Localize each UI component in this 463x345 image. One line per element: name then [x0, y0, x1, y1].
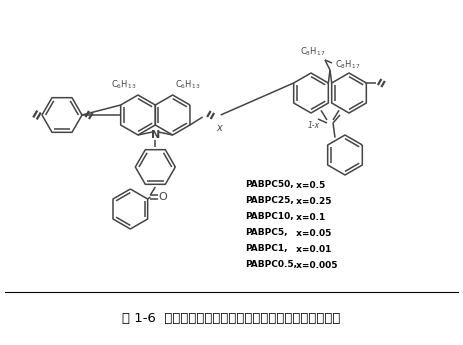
Text: $\mathsf{C_6H_{13}}$: $\mathsf{C_6H_{13}}$ — [111, 79, 136, 91]
Text: 图 1-6  一些典型的聚合物热活化延迟荧光材料的结构简图: 图 1-6 一些典型的聚合物热活化延迟荧光材料的结构简图 — [122, 312, 340, 325]
Text: x=0.5: x=0.5 — [293, 180, 325, 189]
Text: x=0.25: x=0.25 — [293, 197, 332, 206]
Text: PABPC25,: PABPC25, — [245, 197, 294, 206]
Text: PABPC50,: PABPC50, — [245, 180, 294, 189]
Text: PABPC1,: PABPC1, — [245, 245, 288, 254]
Text: $\mathsf{C_8H_{17}}$: $\mathsf{C_8H_{17}}$ — [335, 59, 360, 71]
Text: $\mathsf{C_6H_{13}}$: $\mathsf{C_6H_{13}}$ — [175, 79, 200, 91]
Text: x=0.05: x=0.05 — [293, 228, 332, 237]
Text: x=0.1: x=0.1 — [293, 213, 325, 221]
Text: PABPC5,: PABPC5, — [245, 228, 288, 237]
Text: $\mathsf{C_8H_{17}}$: $\mathsf{C_8H_{17}}$ — [300, 46, 325, 58]
Text: PABPC10,: PABPC10, — [245, 213, 294, 221]
Text: PABPC0.5,: PABPC0.5, — [245, 260, 297, 269]
Text: $x$: $x$ — [216, 123, 224, 133]
Text: x=0.005: x=0.005 — [293, 260, 338, 269]
Text: 1-x: 1-x — [308, 120, 320, 129]
Text: N: N — [150, 130, 160, 140]
Text: O: O — [158, 192, 167, 202]
Text: x=0.01: x=0.01 — [293, 245, 332, 254]
